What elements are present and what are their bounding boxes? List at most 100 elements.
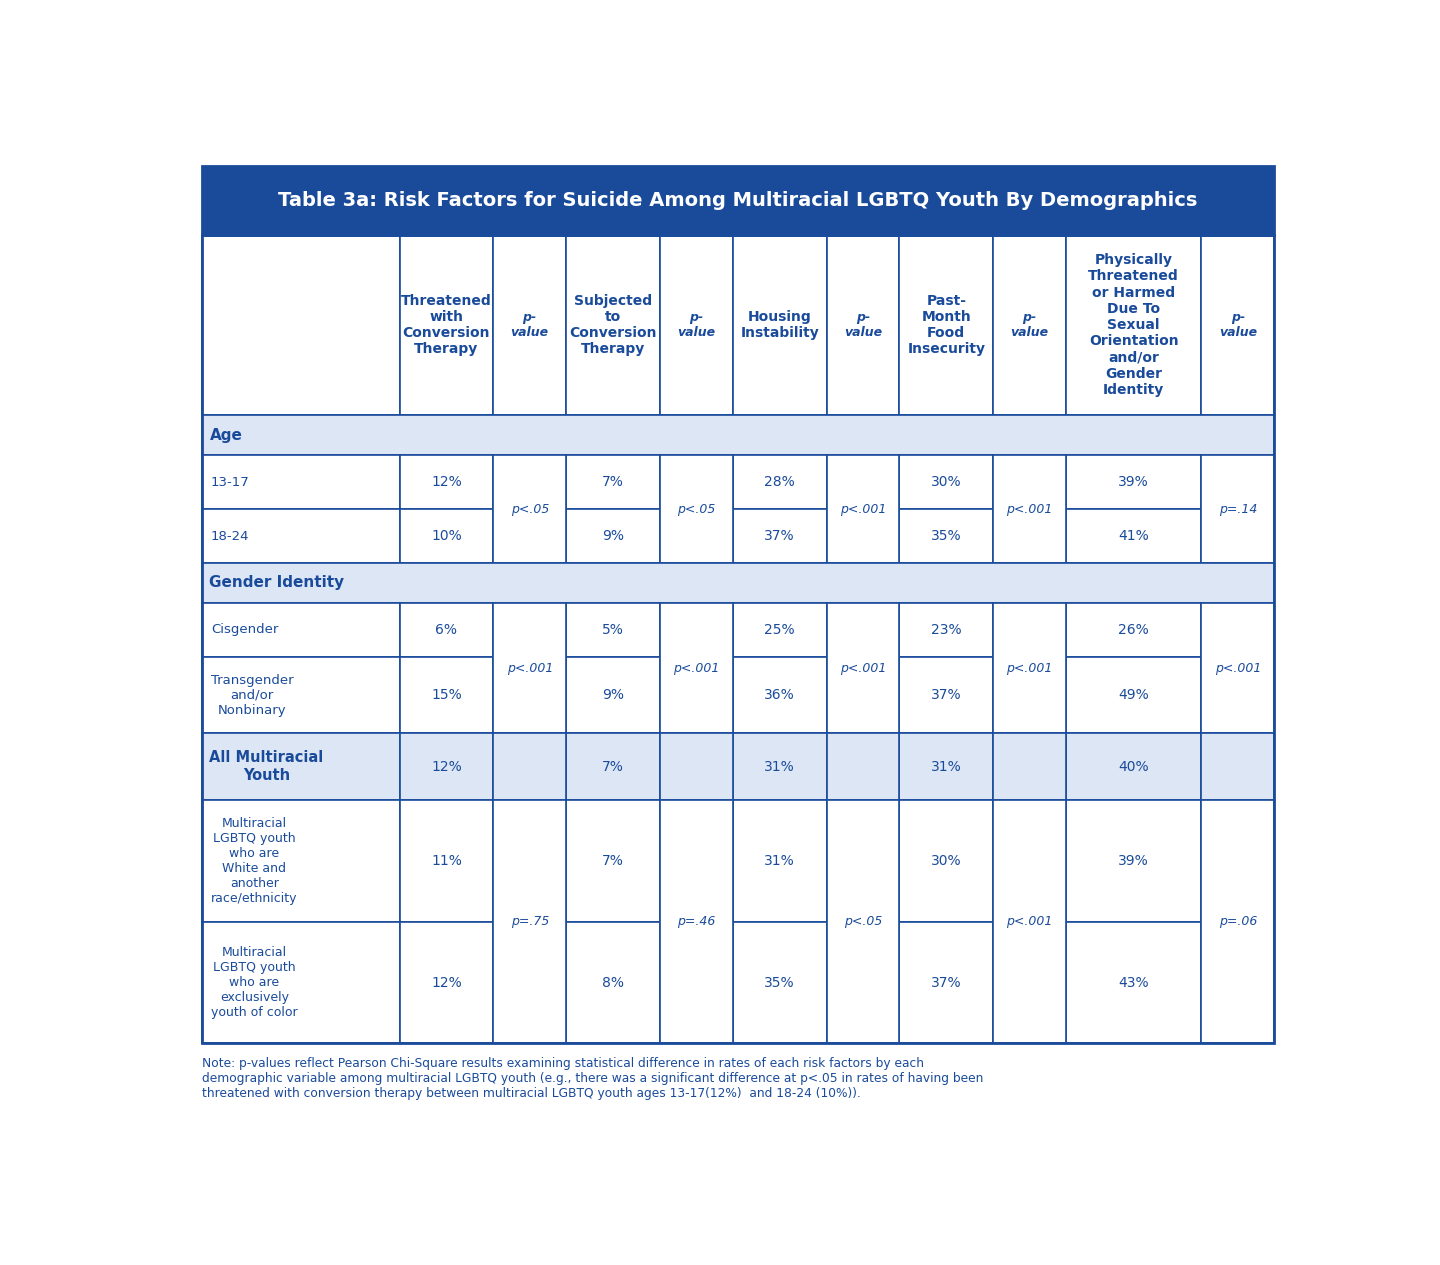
Text: Past-
Month
Food
Insecurity: Past- Month Food Insecurity xyxy=(907,293,985,357)
Text: 7%: 7% xyxy=(602,760,624,774)
Text: 31%: 31% xyxy=(930,760,962,774)
Bar xyxy=(399,922,494,1044)
Text: 37%: 37% xyxy=(930,975,962,989)
Bar xyxy=(900,734,994,801)
Text: Housing
Instability: Housing Instability xyxy=(740,310,819,340)
Text: 30%: 30% xyxy=(930,476,962,490)
Bar xyxy=(1066,734,1201,801)
Text: 31%: 31% xyxy=(765,854,795,868)
Bar xyxy=(1201,603,1274,734)
Text: 10%: 10% xyxy=(431,529,462,543)
Bar xyxy=(994,455,1066,563)
Text: 18-24: 18-24 xyxy=(212,530,249,543)
Bar xyxy=(900,509,994,563)
Bar xyxy=(1201,235,1274,415)
Bar xyxy=(1201,455,1274,563)
Text: 43%: 43% xyxy=(1119,975,1149,989)
Text: 36%: 36% xyxy=(765,688,795,702)
Text: p=.06: p=.06 xyxy=(1218,916,1257,929)
Text: 15%: 15% xyxy=(431,688,462,702)
Text: 25%: 25% xyxy=(765,622,795,638)
Text: 11%: 11% xyxy=(431,854,462,868)
Text: Physically
Threatened
or Harmed
Due To
Sexual
Orientation
and/or
Gender
Identity: Physically Threatened or Harmed Due To S… xyxy=(1089,253,1179,397)
Bar xyxy=(566,603,660,657)
Bar xyxy=(733,801,827,922)
Bar xyxy=(566,235,660,415)
Bar xyxy=(1201,734,1274,801)
Text: p-
value: p- value xyxy=(511,311,549,339)
Text: 41%: 41% xyxy=(1119,529,1149,543)
Bar xyxy=(900,603,994,657)
Bar xyxy=(202,455,399,509)
Text: p<.001: p<.001 xyxy=(840,502,886,516)
Bar xyxy=(202,235,399,415)
Bar xyxy=(566,801,660,922)
Bar xyxy=(660,801,733,1044)
Text: p<.001: p<.001 xyxy=(507,662,553,674)
Bar xyxy=(202,922,399,1044)
Text: Table 3a: Risk Factors for Suicide Among Multiracial LGBTQ Youth By Demographics: Table 3a: Risk Factors for Suicide Among… xyxy=(278,191,1198,210)
Text: 49%: 49% xyxy=(1119,688,1149,702)
Text: p<.001: p<.001 xyxy=(1007,662,1053,674)
Text: 6%: 6% xyxy=(435,622,458,638)
Text: p<.001: p<.001 xyxy=(840,662,886,674)
Text: p-
value: p- value xyxy=(844,311,883,339)
Text: 9%: 9% xyxy=(602,529,624,543)
Bar xyxy=(1066,657,1201,734)
Text: 12%: 12% xyxy=(431,975,462,989)
Bar xyxy=(399,235,494,415)
Text: 40%: 40% xyxy=(1119,760,1149,774)
Text: p<.001: p<.001 xyxy=(1007,916,1053,929)
Text: 8%: 8% xyxy=(602,975,624,989)
Bar xyxy=(1201,801,1274,1044)
Text: 37%: 37% xyxy=(765,529,795,543)
Text: p-
value: p- value xyxy=(1011,311,1048,339)
Bar xyxy=(660,603,733,734)
Text: 28%: 28% xyxy=(765,476,795,490)
Bar xyxy=(202,166,1274,235)
Text: 26%: 26% xyxy=(1119,622,1149,638)
Bar xyxy=(202,415,1274,455)
Bar xyxy=(399,455,494,509)
Bar xyxy=(566,657,660,734)
Bar xyxy=(399,734,494,801)
Bar xyxy=(566,734,660,801)
Text: All Multiracial
Youth: All Multiracial Youth xyxy=(209,750,324,783)
Text: 39%: 39% xyxy=(1119,854,1149,868)
Bar xyxy=(733,235,827,415)
Text: 35%: 35% xyxy=(765,975,795,989)
Text: Note: p-values reflect Pearson Chi-Square results examining statistical differen: Note: p-values reflect Pearson Chi-Squar… xyxy=(202,1056,984,1099)
Bar xyxy=(494,734,566,801)
Bar xyxy=(399,801,494,922)
Bar xyxy=(202,657,399,734)
Bar xyxy=(202,509,399,563)
Bar xyxy=(566,509,660,563)
Text: p<.05: p<.05 xyxy=(511,502,549,516)
Bar xyxy=(900,455,994,509)
Text: p-
value: p- value xyxy=(1218,311,1257,339)
Bar xyxy=(566,922,660,1044)
Bar xyxy=(994,801,1066,1044)
Bar xyxy=(1066,801,1201,922)
Bar xyxy=(827,235,900,415)
Bar xyxy=(494,235,566,415)
Text: 7%: 7% xyxy=(602,476,624,490)
Bar xyxy=(399,657,494,734)
Bar xyxy=(660,455,733,563)
Bar xyxy=(1066,922,1201,1044)
Bar xyxy=(733,509,827,563)
Bar xyxy=(1066,603,1201,657)
Bar xyxy=(566,455,660,509)
Bar xyxy=(733,657,827,734)
Bar xyxy=(202,801,399,922)
Text: 35%: 35% xyxy=(930,529,962,543)
Text: p<.001: p<.001 xyxy=(1007,502,1053,516)
Text: 37%: 37% xyxy=(930,688,962,702)
Bar xyxy=(1066,235,1201,415)
Text: Multiracial
LGBTQ youth
who are
exclusively
youth of color: Multiracial LGBTQ youth who are exclusiv… xyxy=(212,946,298,1020)
Text: 12%: 12% xyxy=(431,476,462,490)
Bar xyxy=(733,734,827,801)
Text: Multiracial
LGBTQ youth
who are
White and
another
race/ethnicity: Multiracial LGBTQ youth who are White an… xyxy=(212,817,298,904)
Bar xyxy=(202,734,399,801)
Text: p=.14: p=.14 xyxy=(1218,502,1257,516)
